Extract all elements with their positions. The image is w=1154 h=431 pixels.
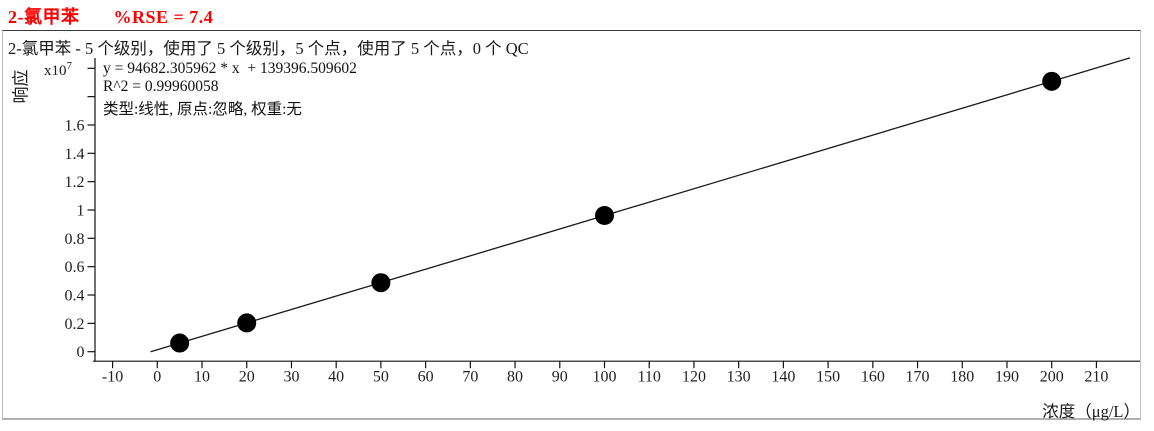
x-tick-label: 110 xyxy=(638,369,661,386)
compound-name: 2-氯甲苯 xyxy=(8,7,80,27)
x-tick-label: 160 xyxy=(861,369,885,386)
x-tick-label: 80 xyxy=(507,369,523,386)
fit-equation-text: y = 94682.305962 * x + 139396.509602 xyxy=(103,60,357,77)
y-tick-label: 0.4 xyxy=(65,288,85,305)
x-tick-label: 120 xyxy=(682,369,706,386)
rse-value: %RSE = 7.4 xyxy=(113,7,214,27)
x-tick-label: 50 xyxy=(373,369,389,386)
x-tick-label: 210 xyxy=(1084,369,1108,386)
curve-summary-text: 2-氯甲苯 - 5 个级别，使用了 5 个级别，5 个点，使用了 5 个点，0 … xyxy=(8,39,529,58)
y-tick-label: 1.2 xyxy=(65,174,85,191)
x-tick-label: 40 xyxy=(328,369,344,386)
x-tick-label: -10 xyxy=(102,369,123,386)
x-tick-label: 140 xyxy=(771,369,795,386)
calibration-point[interactable] xyxy=(237,313,257,333)
x-tick-label: 190 xyxy=(995,369,1019,386)
y-axis-scale-exponent: 7 xyxy=(66,60,73,72)
x-tick-label: 20 xyxy=(239,369,255,386)
x-tick-label: 150 xyxy=(816,369,840,386)
y-tick-label: 0.6 xyxy=(65,259,85,276)
x-axis-title: 浓度（μg/L） xyxy=(1042,402,1140,421)
y-tick-label: 0.8 xyxy=(65,231,85,248)
y-tick-label: 0 xyxy=(77,344,85,361)
x-tick-label: 180 xyxy=(950,369,974,386)
calibration-point[interactable] xyxy=(371,273,391,293)
y-tick-label: 1 xyxy=(77,203,85,220)
y-tick-label: 1.6 xyxy=(65,117,85,134)
x-tick-label: 30 xyxy=(283,369,299,386)
x-tick-label: 10 xyxy=(194,369,210,386)
y-tick-label: 0.2 xyxy=(65,316,85,333)
calibration-point[interactable] xyxy=(595,206,614,226)
calibration-point[interactable] xyxy=(1042,71,1062,91)
x-tick-label: 0 xyxy=(153,369,161,386)
y-tick-label: 1.4 xyxy=(65,146,85,163)
fit-r-squared-text: R^2 = 0.99960058 xyxy=(103,78,219,95)
calibration-fit-line xyxy=(150,57,1131,353)
x-tick-label: 130 xyxy=(727,369,751,386)
x-tick-label: 200 xyxy=(1040,369,1064,386)
calibration-point[interactable] xyxy=(170,333,190,353)
x-tick-label: 70 xyxy=(462,369,478,386)
x-tick-label: 60 xyxy=(418,369,434,386)
compound-title: 2-氯甲苯 %RSE = 7.4 xyxy=(8,3,213,29)
fit-model-text: 类型:线性, 原点:忽略, 权重:无 xyxy=(103,101,302,118)
y-axis-scale-label: x107 xyxy=(44,60,73,79)
x-tick-label: 170 xyxy=(906,369,930,386)
x-tick-label: 100 xyxy=(593,369,617,386)
x-tick-label: 90 xyxy=(552,369,568,386)
